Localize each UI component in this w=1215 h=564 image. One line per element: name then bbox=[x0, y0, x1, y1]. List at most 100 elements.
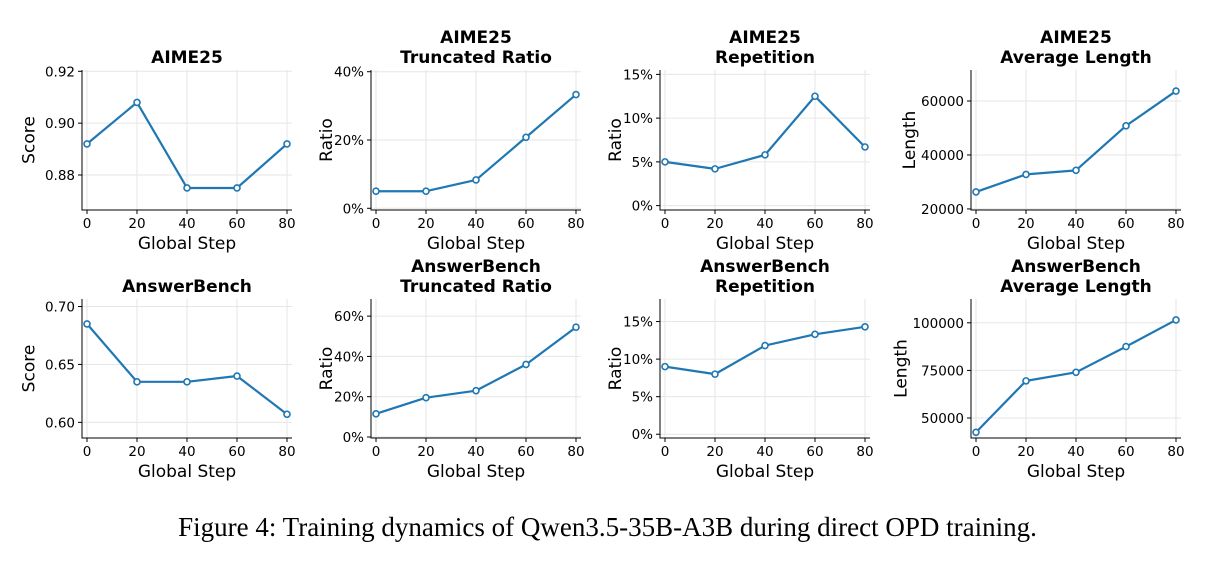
x-tick-label: 40 bbox=[756, 216, 773, 232]
x-tick-label: 80 bbox=[278, 216, 295, 232]
data-point bbox=[422, 187, 430, 196]
data-point bbox=[233, 372, 241, 380]
data-point bbox=[133, 98, 141, 107]
data-point bbox=[861, 143, 869, 151]
x-axis-label: Global Step bbox=[427, 462, 525, 482]
y-tick-label: 0.88 bbox=[45, 168, 75, 184]
y-tick-label: 20% bbox=[334, 390, 364, 406]
x-tick-label: 40 bbox=[1067, 444, 1084, 460]
data-point bbox=[1072, 166, 1080, 175]
y-tick-label: 0.90 bbox=[45, 116, 75, 132]
y-axis-label: Ratio bbox=[606, 347, 626, 391]
chart-title: AnswerBench bbox=[122, 277, 252, 297]
y-axis-label: Ratio bbox=[606, 118, 626, 162]
y-tick-label: 10% bbox=[623, 352, 653, 368]
x-axis-label: Global Step bbox=[138, 234, 236, 254]
data-point bbox=[1172, 87, 1180, 95]
data-point bbox=[972, 188, 980, 196]
chart-title: AnswerBench bbox=[411, 257, 541, 277]
y-tick-label: 0.92 bbox=[45, 64, 75, 80]
y-tick-label: 40000 bbox=[921, 148, 964, 164]
x-axis-label: Global Step bbox=[716, 462, 814, 482]
x-tick-label: 60 bbox=[806, 444, 823, 460]
x-tick-label: 80 bbox=[278, 444, 295, 460]
chart-title: Average Length bbox=[1000, 48, 1152, 68]
chart-panel-5: 0 20 40 60 80 0.60 0.65 0.70 Global Step Score Ans… bbox=[19, 277, 295, 482]
y-tick-label: 0% bbox=[343, 430, 365, 446]
chart-grid: 0 20 40 60 80 0.88 0.90 0.92 Global Step Score AIM… bbox=[19, 28, 1184, 482]
chart-panel-1: 0 20 40 60 80 0.88 0.90 0.92 Global Step Score AIM… bbox=[19, 48, 295, 254]
y-tick-label: 60000 bbox=[921, 94, 964, 110]
data-point bbox=[83, 320, 91, 328]
x-tick-label: 40 bbox=[178, 444, 195, 460]
chart-title: AIME25 bbox=[729, 28, 801, 48]
x-tick-label: 0 bbox=[972, 216, 981, 232]
x-tick-label: 80 bbox=[1167, 444, 1184, 460]
data-point bbox=[133, 378, 141, 386]
data-point bbox=[1022, 377, 1030, 385]
x-tick-label: 0 bbox=[661, 444, 670, 460]
y-axis-label: Ratio bbox=[317, 347, 337, 391]
data-point bbox=[283, 410, 291, 419]
data-point bbox=[711, 165, 719, 173]
x-tick-label: 40 bbox=[178, 216, 195, 232]
data-point bbox=[422, 393, 430, 402]
y-tick-label: 15% bbox=[623, 315, 653, 331]
data-point bbox=[972, 428, 980, 437]
data-point bbox=[522, 360, 530, 369]
data-point bbox=[661, 362, 669, 371]
y-tick-label: 60% bbox=[334, 309, 364, 325]
x-tick-label: 20 bbox=[706, 444, 723, 460]
data-point bbox=[372, 410, 380, 418]
data-point bbox=[183, 378, 191, 386]
y-tick-label: 5% bbox=[632, 390, 654, 406]
y-tick-label: 0.60 bbox=[45, 415, 75, 431]
x-axis-label: Global Step bbox=[138, 462, 236, 482]
data-point bbox=[472, 386, 480, 395]
data-point bbox=[572, 323, 580, 332]
x-tick-label: 0 bbox=[972, 444, 981, 460]
y-tick-label: 0% bbox=[632, 427, 654, 443]
x-tick-label: 20 bbox=[417, 444, 434, 460]
y-axis-label: Score bbox=[19, 345, 39, 393]
chart-title: Repetition bbox=[715, 48, 815, 68]
x-tick-label: 80 bbox=[567, 444, 584, 460]
x-tick-label: 0 bbox=[372, 444, 381, 460]
x-tick-label: 20 bbox=[417, 216, 434, 232]
data-point bbox=[522, 133, 530, 142]
x-tick-label: 60 bbox=[228, 216, 245, 232]
y-tick-label: 20000 bbox=[921, 202, 964, 218]
x-tick-label: 40 bbox=[467, 216, 484, 232]
y-tick-label: 0.65 bbox=[45, 357, 75, 373]
x-tick-label: 20 bbox=[128, 444, 145, 460]
x-axis-label: Global Step bbox=[716, 234, 814, 254]
x-tick-label: 60 bbox=[517, 216, 534, 232]
data-point bbox=[661, 158, 669, 166]
data-point bbox=[283, 140, 291, 148]
x-axis-label: Global Step bbox=[1027, 462, 1125, 482]
data-point bbox=[1022, 170, 1030, 179]
chart-title: Truncated Ratio bbox=[400, 277, 552, 297]
x-tick-label: 60 bbox=[1117, 216, 1134, 232]
data-point bbox=[472, 176, 480, 184]
chart-panel-6: 0 20 40 60 80 0% 20% 40% 60% Global Step Ratio Answ… bbox=[317, 257, 585, 482]
x-tick-label: 60 bbox=[1117, 444, 1134, 460]
x-tick-label: 80 bbox=[567, 216, 584, 232]
data-point bbox=[183, 184, 191, 192]
x-tick-label: 80 bbox=[856, 444, 873, 460]
y-tick-label: 20% bbox=[334, 133, 364, 149]
data-point bbox=[233, 184, 241, 192]
y-tick-label: 100000 bbox=[912, 316, 964, 332]
data-point bbox=[761, 341, 769, 350]
x-axis-label: Global Step bbox=[1027, 234, 1125, 254]
y-tick-label: 75000 bbox=[921, 363, 964, 379]
chart-panel-7: 0 20 40 60 80 0% 5% 10% 15% Global Step Ratio Answe… bbox=[606, 257, 874, 482]
chart-title: AnswerBench bbox=[1011, 257, 1141, 277]
x-tick-label: 0 bbox=[83, 444, 92, 460]
data-point bbox=[1072, 368, 1080, 377]
x-tick-label: 60 bbox=[228, 444, 245, 460]
data-point bbox=[572, 90, 580, 99]
figure-caption: Figure 4: Training dynamics of Qwen3.5-3… bbox=[178, 512, 1037, 542]
y-tick-label: 0.70 bbox=[45, 300, 75, 316]
chart-title: Repetition bbox=[715, 277, 815, 297]
